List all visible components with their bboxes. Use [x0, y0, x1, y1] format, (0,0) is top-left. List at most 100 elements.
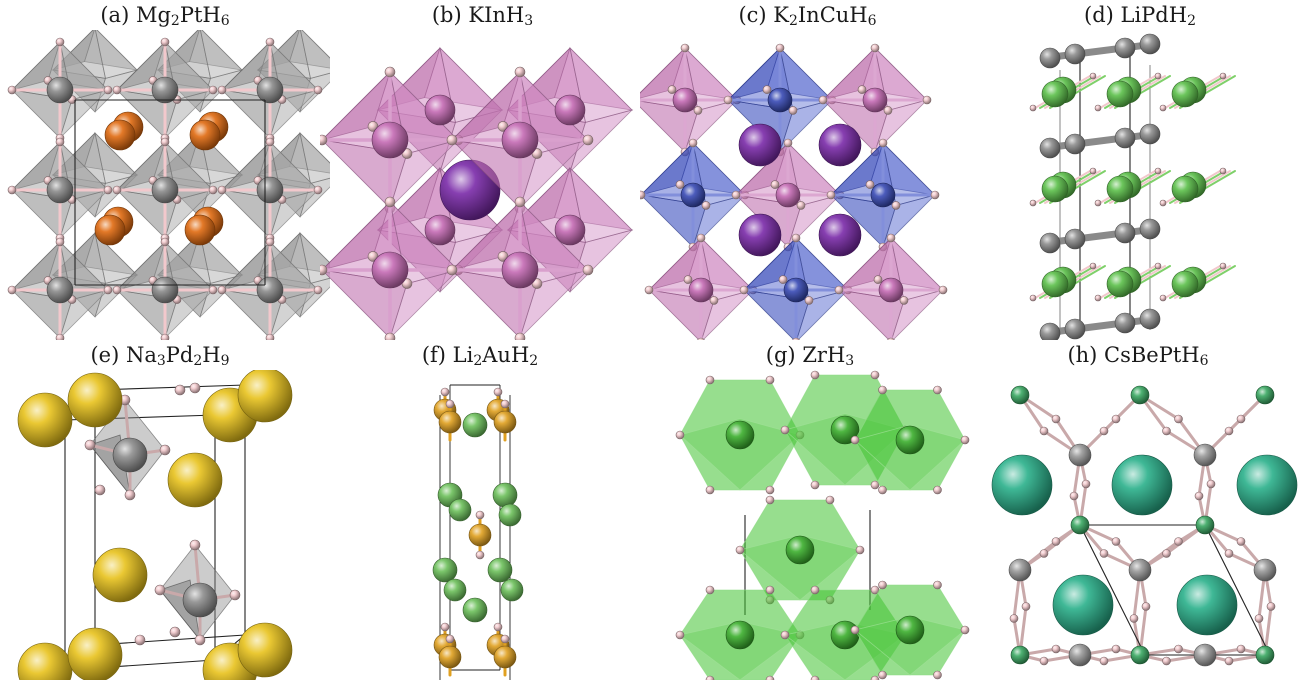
h-atom — [384, 332, 396, 340]
na-atom — [17, 642, 73, 680]
h-atom — [783, 138, 793, 148]
formula-part: PtH — [179, 3, 221, 27]
h-atom — [701, 201, 711, 210]
h-atom — [84, 439, 96, 451]
pt-atom — [1068, 643, 1092, 667]
h-atom — [739, 285, 749, 295]
li-atom — [462, 597, 488, 623]
inh6-octahedron-face — [684, 46, 738, 111]
h-atom — [1154, 72, 1162, 80]
cs-atom — [1052, 574, 1114, 636]
h-atom — [804, 296, 814, 305]
h-atom — [103, 285, 113, 295]
li-atom — [1106, 270, 1134, 298]
h-atom — [493, 387, 503, 397]
cell-edge — [94, 634, 246, 646]
h-atom — [134, 634, 146, 646]
h-atom — [160, 237, 170, 247]
formula-subscript: 6 — [1199, 353, 1209, 369]
h-atom — [514, 66, 526, 78]
structure-zrh3 — [675, 370, 970, 680]
h-atom — [103, 85, 113, 95]
structure-mg2pth6 — [7, 30, 330, 340]
h-atom — [1206, 479, 1216, 489]
label-prefix: (c) — [738, 3, 774, 27]
panel-a: (a) Mg2PtH6 — [0, 0, 330, 340]
pd-atom — [1139, 308, 1161, 330]
pd-atom — [1114, 127, 1136, 149]
formula-part: K — [773, 3, 789, 27]
in-atom — [862, 87, 888, 113]
h-atom — [930, 190, 940, 200]
inh6-octahedron-back-face — [569, 46, 633, 123]
h-atom — [697, 337, 705, 340]
inh6-octahedron-face — [787, 141, 841, 206]
h-atom — [887, 337, 895, 340]
h-atom — [55, 137, 65, 147]
h-atom — [208, 285, 218, 295]
pth6-octahedron-back-face — [95, 30, 138, 79]
zr-atom — [830, 620, 860, 650]
h-atom — [160, 37, 170, 47]
h-atom — [762, 85, 772, 94]
h-atom — [1174, 414, 1183, 424]
h-atom — [933, 385, 942, 395]
h-atom — [933, 485, 942, 495]
h-atom — [765, 495, 775, 505]
formula-subscript: 2 — [788, 13, 798, 29]
pt-atom — [46, 76, 74, 104]
panel-label-h: (h) CsBePtH6 — [975, 340, 1301, 370]
panel-label-e: (e) Na3Pd2H9 — [0, 340, 320, 370]
in-atom — [501, 121, 539, 159]
au-atom — [468, 523, 492, 547]
mg-atom — [184, 214, 216, 246]
h-atom — [810, 480, 820, 490]
zr-atom — [785, 535, 815, 565]
h-atom — [1029, 199, 1037, 207]
h-atom — [440, 622, 450, 632]
na-atom — [67, 372, 123, 428]
h-atom — [313, 185, 323, 195]
h-atom — [675, 630, 685, 640]
pt-atom — [1128, 558, 1152, 582]
h-atom — [1089, 262, 1097, 270]
formula-subscript: 2 — [473, 353, 483, 369]
h-atom — [1094, 199, 1102, 207]
mg-atom — [104, 119, 136, 151]
h-atom — [770, 180, 780, 189]
formula-part: CsBePtH — [1104, 343, 1200, 367]
cu-atom — [767, 87, 793, 113]
h-atom — [384, 196, 396, 208]
h-atom — [265, 37, 275, 47]
li-atom — [443, 578, 467, 602]
pd-chain — [1041, 225, 1159, 247]
h-atom — [826, 190, 836, 200]
h-atom — [194, 634, 206, 646]
h-atom — [644, 285, 654, 295]
pd-atom — [1139, 33, 1161, 55]
h-atom — [514, 332, 526, 340]
pd-atom — [182, 582, 218, 618]
in-atom — [371, 251, 409, 289]
in-atom — [424, 214, 456, 246]
na-atom — [237, 622, 293, 678]
pd-atom — [1039, 322, 1061, 340]
h-atom — [1099, 549, 1109, 558]
cu-atom — [680, 182, 706, 208]
h-atom — [1029, 294, 1037, 302]
pt-atom — [256, 76, 284, 104]
h-atom — [891, 201, 901, 210]
h-atom — [1236, 644, 1246, 654]
h-atom — [313, 285, 323, 295]
formula-subscript: 2 — [1187, 13, 1196, 29]
pd-atom — [1139, 218, 1161, 240]
h-atom — [810, 585, 820, 595]
structure-lipdh2 — [1029, 33, 1236, 340]
h-atom — [640, 190, 646, 200]
h-atom — [780, 630, 790, 640]
h-atom — [1224, 426, 1234, 436]
h-atom — [493, 622, 503, 632]
formula-part: KInH — [468, 3, 525, 27]
cuh6-octahedron-face — [779, 46, 833, 111]
structure-csbepth6 — [991, 385, 1298, 667]
